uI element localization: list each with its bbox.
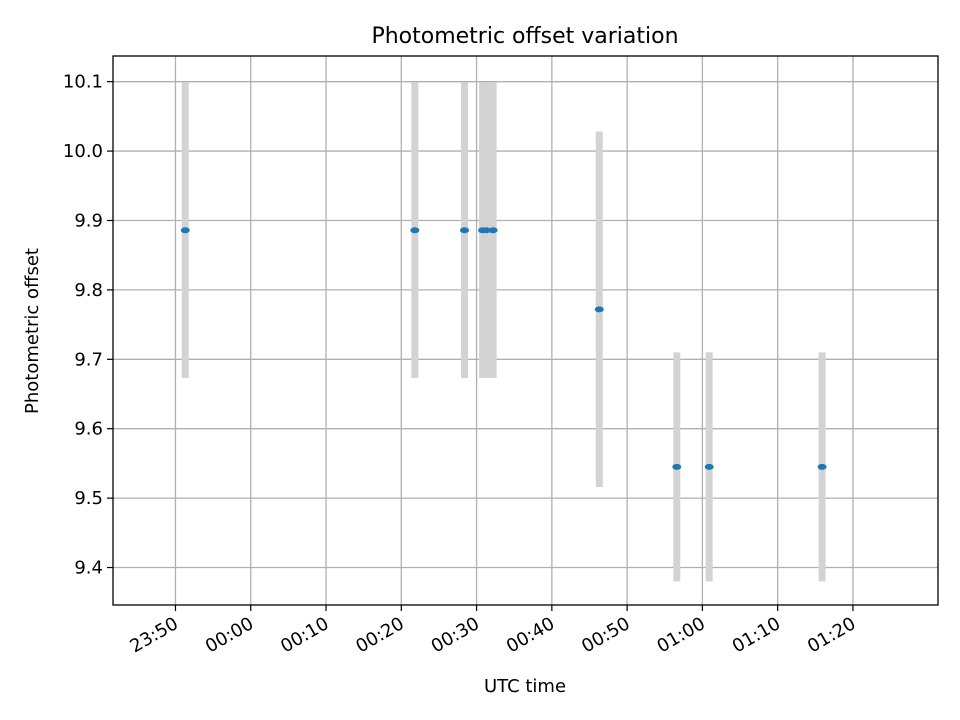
x-gridlines bbox=[174, 56, 854, 605]
y-tick-label: 9.8 bbox=[74, 280, 103, 301]
data-point bbox=[180, 227, 190, 234]
y-tick-label: 9.7 bbox=[74, 349, 103, 370]
data-point bbox=[594, 306, 604, 313]
data-points bbox=[180, 227, 827, 470]
y-tick-label: 10.0 bbox=[63, 141, 103, 162]
y-tick-label: 9.4 bbox=[74, 558, 103, 579]
data-point bbox=[817, 463, 827, 470]
data-point bbox=[488, 227, 498, 234]
x-axis-title: UTC time bbox=[484, 676, 566, 697]
y-tick-label: 10.1 bbox=[63, 72, 103, 93]
y-tick-label: 9.9 bbox=[74, 210, 103, 231]
data-point bbox=[704, 463, 714, 470]
data-point bbox=[410, 227, 420, 234]
y-tick-label: 9.5 bbox=[74, 488, 103, 509]
plot-frame bbox=[112, 55, 939, 606]
y-gridlines bbox=[113, 81, 938, 569]
data-point bbox=[460, 227, 470, 234]
y-axis-title: Photometric offset bbox=[22, 248, 43, 414]
y-axis-ticks: 9.4 9.5 9.6 9.7 9.8 9.9 10.0 10.1 bbox=[63, 72, 113, 579]
plot-area bbox=[113, 56, 938, 605]
data-point bbox=[672, 463, 682, 470]
y-tick-label: 9.6 bbox=[74, 419, 103, 440]
chart-title: Photometric offset variation bbox=[371, 24, 678, 49]
data-point bbox=[481, 227, 491, 234]
